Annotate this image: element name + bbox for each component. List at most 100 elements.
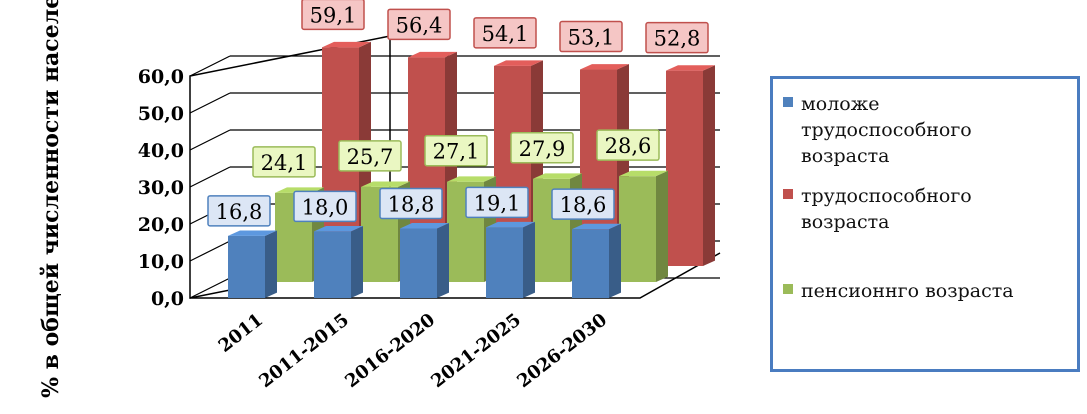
data-label-text: 56,4: [396, 13, 443, 37]
gridline-side: [189, 92, 231, 114]
bar-top: [572, 223, 621, 230]
data-label-box: [338, 140, 402, 172]
legend-label-working-1: трудоспособного: [801, 185, 972, 207]
data-label-box: [596, 129, 660, 161]
bar-top: [447, 176, 496, 182]
legend-item-working: трудоспособного возраста: [783, 183, 972, 235]
bar-top: [486, 221, 535, 228]
legend-label-young-2: трудоспособного: [801, 119, 972, 141]
data-label: 28,6: [596, 129, 660, 161]
data-label-text: 52,8: [654, 27, 701, 51]
legend-swatch-young: [783, 97, 793, 107]
data-label-text: 19,1: [474, 191, 521, 215]
data-label-box: [559, 20, 623, 53]
data-label-box: [379, 187, 443, 220]
data-label: 54,1: [473, 17, 537, 49]
data-label: 56,4: [387, 8, 451, 41]
data-label-box: [551, 188, 615, 220]
bar-front: [314, 231, 351, 298]
bar-side: [656, 170, 668, 282]
bar-side: [351, 226, 363, 298]
bar-front: [486, 227, 523, 298]
y-tick-label: 30,0: [138, 177, 184, 199]
bar-side: [265, 230, 277, 298]
bar-top: [314, 226, 363, 232]
bar-top: [408, 51, 457, 58]
x-tick-label: 2011-2015: [255, 309, 353, 392]
data-label-box: [387, 8, 451, 41]
bar-top: [494, 60, 543, 66]
bar-top: [666, 65, 715, 71]
data-label-text: 53,1: [568, 26, 615, 50]
x-tick-label: 2011: [215, 309, 267, 356]
data-label-box: [301, 0, 365, 31]
data-label-text: 25,7: [347, 145, 394, 169]
bar-side: [437, 223, 449, 298]
legend-label-pension: пенсионнго возраста: [801, 280, 1014, 302]
data-label: 25,7: [338, 140, 402, 172]
bar-side: [523, 221, 535, 298]
data-label: 52,8: [645, 21, 709, 54]
data-label-text: 18,8: [388, 192, 435, 216]
gridline-side: [189, 129, 231, 151]
bar-top: [619, 170, 668, 177]
bar-top: [580, 64, 629, 70]
data-label-box: [207, 195, 271, 227]
y-tick-label: 50,0: [138, 103, 184, 125]
data-label-box: [293, 190, 357, 223]
data-label-text: 18,6: [560, 193, 607, 217]
bar-front: [619, 176, 656, 282]
data-label-text: 28,6: [605, 134, 652, 158]
x-tick-label: 2021-2025: [427, 309, 525, 392]
y-tick-label: 20,0: [138, 214, 184, 236]
legend-label-young-1: моложе: [801, 93, 880, 115]
legend-swatch-pension: [783, 284, 793, 294]
legend-swatch-working: [783, 189, 793, 199]
data-label: 16,8: [207, 195, 271, 227]
bar-side: [609, 223, 621, 298]
bar-top: [228, 230, 277, 236]
bar-top: [400, 223, 449, 229]
y-tick-label: 60,0: [138, 66, 184, 88]
data-label: 18,8: [379, 187, 443, 220]
data-label-text: 16,8: [216, 200, 263, 224]
data-label: 24,1: [252, 146, 316, 178]
data-label-box: [510, 132, 574, 164]
y-tick-label: 0,0: [151, 288, 184, 310]
data-label: 18,6: [551, 188, 615, 220]
chart-bars: 59,1 56,4 54,1 53,1 52,8 24,1 25,7 27,1 27,9 28,6…: [207, 0, 715, 298]
bar-side: [703, 65, 715, 267]
bar-top: [322, 41, 371, 48]
data-label-text: 27,1: [433, 140, 480, 164]
gridline-side: [189, 277, 231, 299]
bar-top: [361, 181, 410, 187]
data-label: 19,1: [465, 186, 529, 219]
y-axis-title: % в общей численности населения: [38, 0, 64, 398]
legend-item-pension: пенсионнго возраста: [783, 278, 1014, 304]
data-label-box: [465, 186, 529, 219]
bar-front: [666, 70, 703, 266]
legend-item-young: моложе трудоспособного возраста: [783, 91, 972, 169]
data-label: 27,1: [424, 134, 488, 167]
data-label-box: [424, 134, 488, 167]
legend-label-working-2: возраста: [801, 211, 890, 233]
bar-front: [572, 229, 609, 298]
bar-front: [228, 235, 265, 298]
data-label-box: [645, 21, 709, 54]
x-tick-label: 2026-2030: [513, 309, 611, 392]
x-tick-label: 2016-2020: [341, 309, 439, 392]
y-tick-label: 40,0: [138, 140, 184, 162]
gridline-side: [189, 55, 231, 77]
data-label-text: 18,0: [302, 195, 349, 219]
chart-legend: моложе трудоспособного возраста трудоспосо…: [770, 76, 1080, 372]
gridline-side: [189, 166, 231, 188]
data-label: 53,1: [559, 20, 623, 53]
data-label-text: 24,1: [261, 151, 308, 175]
gridline-side: [189, 240, 231, 262]
data-label-text: 27,9: [519, 137, 566, 161]
data-label-box: [473, 17, 537, 49]
y-axis-ticks: 0,0 10,0 20,0 30,0 40,0 50,0 60,0: [138, 66, 184, 310]
data-label: 59,1: [301, 0, 365, 31]
